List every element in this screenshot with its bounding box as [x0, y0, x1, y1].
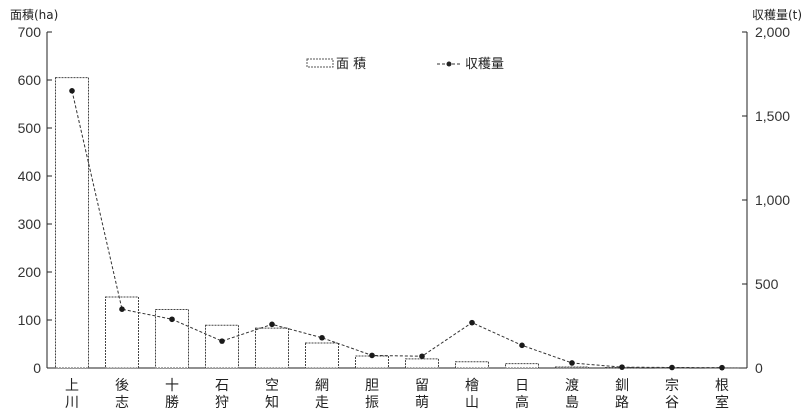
- category-label: 檜山: [465, 377, 479, 411]
- category-label: 空知: [265, 378, 279, 411]
- legend-line-marker: [446, 61, 452, 67]
- category-label: 渡島: [565, 378, 579, 411]
- left-axis-label: 面積(ha): [10, 7, 58, 22]
- bar-空知: [255, 327, 289, 369]
- right-tick-label: 2,000: [755, 24, 790, 40]
- bar-上川: [55, 77, 89, 369]
- category-labels: 上川 後志 十勝 石狩 空知 網走 胆振 留萌 檜山 日高 渡島 釧路 宗谷 根室: [65, 377, 729, 411]
- category-label: 石狩: [215, 378, 229, 411]
- bar-石狩: [205, 324, 239, 369]
- harvest-point-後志: [119, 306, 125, 313]
- bar-網走: [305, 342, 339, 369]
- legend-bar-swatch: [306, 58, 334, 68]
- harvest-point-宗谷: [669, 364, 675, 371]
- left-tick-label: 400: [18, 168, 42, 184]
- left-tick-label: 500: [18, 120, 42, 136]
- harvest-point-上川: [69, 88, 75, 94]
- legend-bar-label: 面 積: [336, 57, 366, 72]
- left-tick-label: 300: [18, 216, 42, 232]
- category-label: 後志: [115, 378, 129, 411]
- harvest-point-根室: [719, 364, 725, 371]
- harvest-point-日高: [519, 342, 525, 349]
- category-label: 胆振: [365, 378, 379, 411]
- harvest-point-網走: [319, 334, 325, 341]
- right-tick-label: 1,000: [755, 192, 790, 208]
- category-label: 十勝: [165, 378, 179, 411]
- harvest-point-檜山: [469, 319, 475, 326]
- right-tick-label: 1,500: [755, 108, 790, 124]
- line-series-harvest: [69, 88, 725, 371]
- right-tick-label: 500: [755, 276, 779, 292]
- category-label: 根室: [715, 378, 729, 411]
- harvest-point-釧路: [619, 364, 625, 370]
- category-label: 日高: [515, 378, 529, 411]
- right-tick-label: 0: [755, 360, 763, 376]
- legend-line-label: 収穫量: [465, 57, 504, 72]
- bar-檜山: [455, 361, 489, 369]
- bar-日高: [505, 363, 539, 369]
- category-label: 網走: [315, 378, 329, 411]
- harvest-point-渡島: [569, 360, 575, 366]
- category-label: 釧路: [615, 378, 629, 411]
- left-tick-label: 600: [18, 72, 42, 88]
- harvest-point-空知: [269, 321, 275, 328]
- left-tick-label: 0: [33, 360, 41, 376]
- harvest-line: [71, 90, 723, 369]
- right-axis-ticks: 0 500 1,000 1,500 2,000: [742, 24, 790, 376]
- right-axis-label: 収穫量(t): [752, 8, 802, 22]
- category-label: 留萌: [415, 378, 429, 411]
- bar-渡島: [555, 366, 589, 369]
- category-label: 上川: [65, 378, 79, 411]
- bar-series-area: [55, 77, 739, 369]
- left-tick-label: 200: [18, 264, 42, 280]
- legend: 面 積 収穫量: [306, 57, 504, 72]
- category-label: 宗谷: [665, 378, 679, 411]
- harvest-point-石狩: [219, 338, 225, 344]
- harvest-point-十勝: [169, 316, 175, 323]
- plot-frame: [46, 32, 748, 369]
- harvest-point-留萌: [419, 353, 425, 360]
- bar-留萌: [405, 358, 439, 369]
- left-tick-label: 700: [18, 24, 42, 40]
- left-tick-label: 100: [18, 312, 42, 328]
- left-axis-ticks: 0 100 200 300 400 500 600 700: [18, 24, 52, 376]
- harvest-point-胆振: [369, 352, 375, 359]
